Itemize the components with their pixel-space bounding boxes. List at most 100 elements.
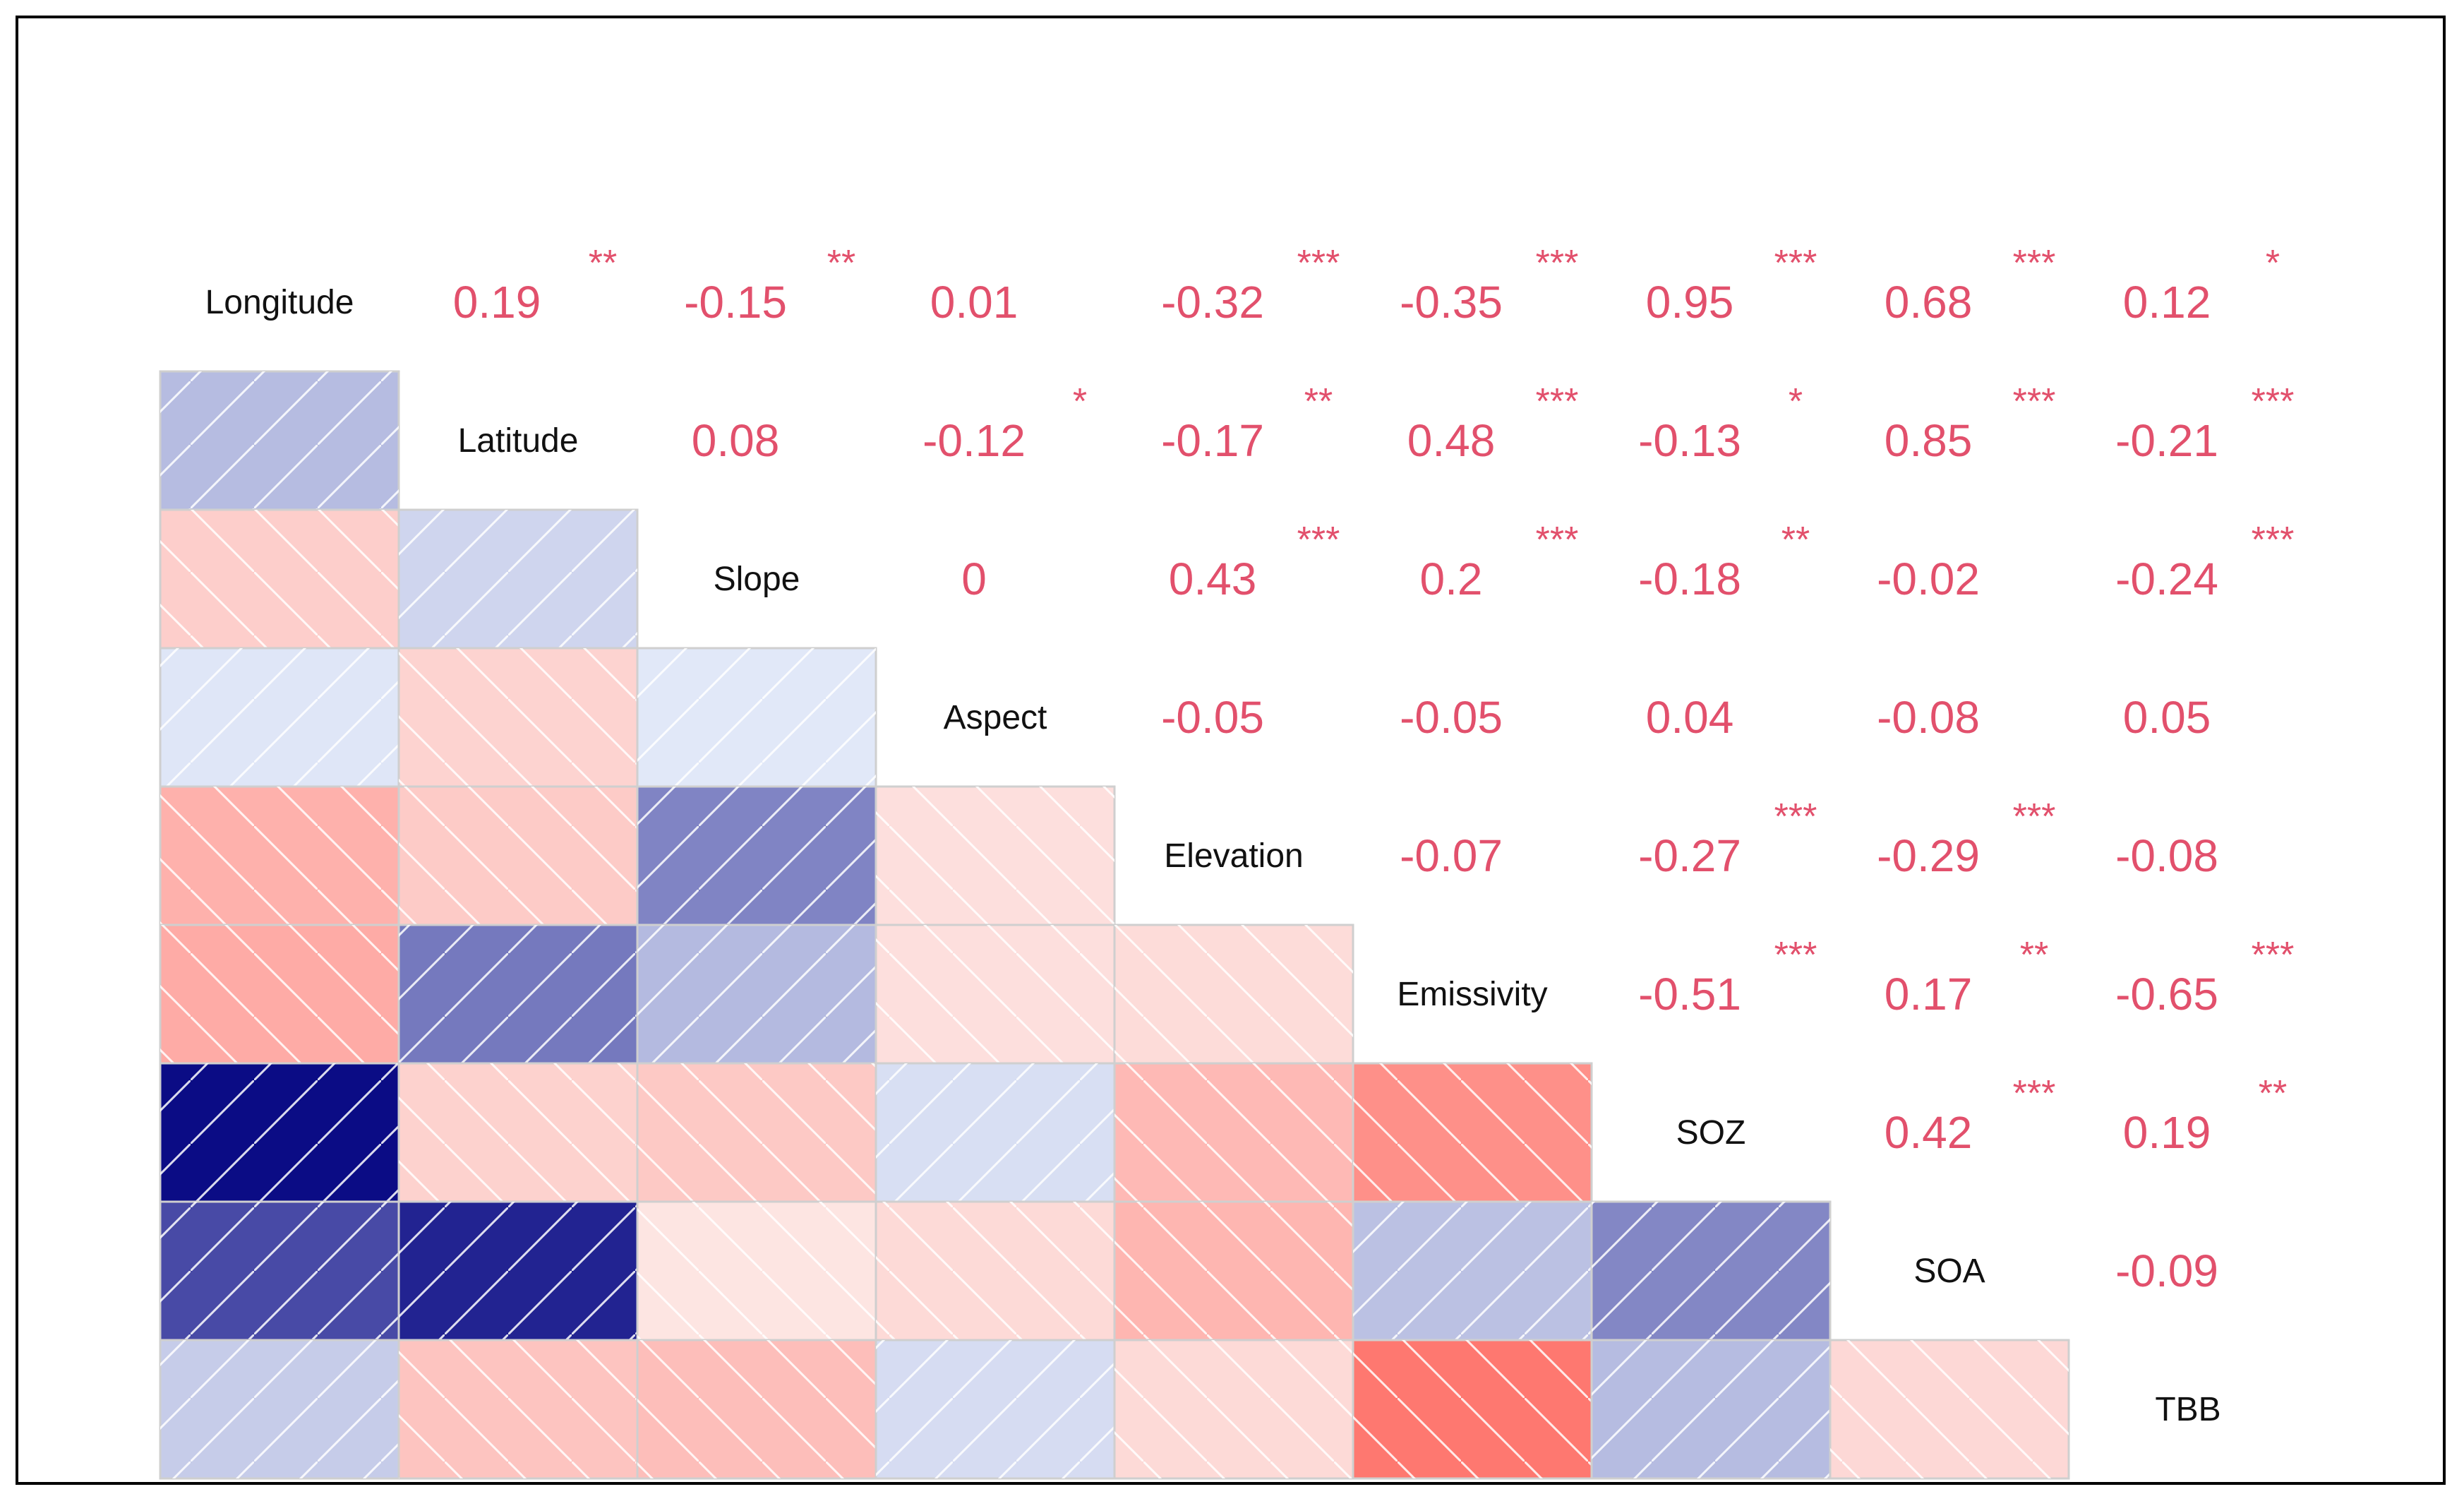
significance-emissivity-soa: ** [2020, 935, 2048, 976]
tile-latitude-longitude [159, 370, 400, 511]
variable-label-emissivity: Emissivity [1397, 976, 1547, 1013]
corr-value-soz-tbb: 0.19 [2123, 1107, 2211, 1158]
corr-value-longitude-elevation: -0.32 [1161, 277, 1264, 328]
tile-tbb-slope [636, 1339, 877, 1480]
significance-longitude-soa: *** [2013, 243, 2056, 284]
variable-label-slope: Slope [714, 561, 800, 598]
significance-slope-emissivity: *** [1536, 520, 1579, 561]
corr-value-slope-aspect: 0 [961, 554, 987, 604]
tile-slope-latitude [397, 508, 639, 650]
tile-aspect-longitude [159, 647, 400, 788]
tile-soa-elevation [1113, 1200, 1354, 1341]
corr-value-aspect-emissivity: -0.05 [1400, 692, 1503, 743]
corr-value-soa-tbb: -0.09 [2115, 1245, 2218, 1296]
tile-soz-elevation [1113, 1062, 1354, 1203]
corr-value-aspect-soz: 0.04 [1646, 692, 1734, 743]
tile-elevation-aspect [875, 785, 1116, 926]
tile-soa-emissivity [1352, 1200, 1593, 1341]
significance-slope-tbb: *** [2252, 520, 2295, 561]
significance-longitude-latitude: ** [589, 243, 617, 284]
tile-soz-latitude [397, 1062, 639, 1203]
tile-emissivity-longitude [159, 924, 400, 1065]
tile-emissivity-elevation [1113, 924, 1354, 1065]
significance-elevation-soz: *** [1774, 796, 1817, 837]
corr-value-longitude-soa: 0.68 [1885, 277, 1973, 328]
tile-emissivity-latitude [397, 924, 639, 1065]
corr-value-latitude-elevation: -0.17 [1161, 415, 1264, 466]
tile-soa-slope [636, 1200, 877, 1341]
tile-soa-soz [1590, 1200, 1832, 1341]
corr-value-longitude-soz: 0.95 [1646, 277, 1734, 328]
tile-tbb-soz [1590, 1339, 1832, 1480]
corr-value-latitude-soz: -0.13 [1638, 415, 1741, 466]
tile-tbb-emissivity [1352, 1339, 1593, 1480]
significance-soz-tbb: ** [2259, 1073, 2287, 1114]
corr-value-aspect-elevation: -0.05 [1161, 692, 1264, 743]
corr-value-aspect-soa: -0.08 [1877, 692, 1980, 743]
corr-value-slope-tbb: -0.24 [2115, 554, 2218, 604]
variable-label-soa: SOA [1913, 1253, 1985, 1290]
variable-labels: Longitude Latitude Slope Aspect Elevation Emi… [205, 284, 2221, 1428]
corr-value-elevation-soz: -0.27 [1638, 830, 1741, 881]
tile-tbb-soa [1829, 1339, 2070, 1480]
significance-latitude-aspect: * [1073, 381, 1087, 422]
tile-aspect-slope [636, 647, 877, 788]
tile-elevation-latitude [397, 785, 639, 926]
significance-latitude-tbb: *** [2252, 381, 2295, 422]
significance-longitude-soz: *** [1774, 243, 1817, 284]
significance-elevation-soa: *** [2013, 796, 2056, 837]
corr-value-latitude-soa: 0.85 [1885, 415, 1973, 466]
tile-soz-emissivity [1352, 1062, 1593, 1203]
tile-soz-longitude [159, 1062, 400, 1203]
significance-soz-soa: *** [2013, 1073, 2056, 1114]
variable-label-aspect: Aspect [944, 699, 1047, 736]
significance-longitude-elevation: *** [1297, 243, 1340, 284]
corr-value-latitude-tbb: -0.21 [2115, 415, 2218, 466]
significance-latitude-elevation: ** [1304, 381, 1333, 422]
significance-emissivity-tbb: *** [2252, 935, 2295, 976]
corr-value-elevation-soa: -0.29 [1877, 830, 1980, 881]
tile-soz-slope [636, 1062, 877, 1203]
tile-tbb-longitude [159, 1339, 400, 1480]
corr-value-slope-elevation: 0.43 [1169, 554, 1257, 604]
tile-slope-longitude [159, 508, 400, 650]
tile-elevation-slope [636, 785, 877, 926]
corr-value-longitude-slope: -0.15 [684, 277, 787, 328]
significance-longitude-tbb: * [2266, 243, 2280, 284]
corr-value-longitude-aspect: 0.01 [930, 277, 1018, 328]
variable-label-tbb: TBB [2155, 1391, 2220, 1428]
variable-label-longitude: Longitude [205, 284, 354, 321]
significance-longitude-slope: ** [827, 243, 855, 284]
significance-longitude-emissivity: *** [1536, 243, 1579, 284]
corr-value-slope-soa: -0.02 [1877, 554, 1980, 604]
corr-value-slope-emissivity: 0.2 [1420, 554, 1483, 604]
tile-tbb-aspect [875, 1339, 1116, 1480]
significance-emissivity-soz: *** [1774, 935, 1817, 976]
significance-slope-elevation: *** [1297, 520, 1340, 561]
corr-value-longitude-tbb: 0.12 [2123, 277, 2211, 328]
corr-value-elevation-emissivity: -0.07 [1400, 830, 1503, 881]
significance-latitude-soa: *** [2013, 381, 2056, 422]
corr-value-latitude-emissivity: 0.48 [1407, 415, 1496, 466]
corr-value-emissivity-tbb: -0.65 [2115, 969, 2218, 1020]
corr-value-slope-soz: -0.18 [1638, 554, 1741, 604]
significance-latitude-emissivity: *** [1536, 381, 1579, 422]
tile-soa-aspect [875, 1200, 1116, 1341]
lower-triangle-tiles [159, 370, 2070, 1480]
corr-value-aspect-tbb: 0.05 [2123, 692, 2211, 743]
corr-value-longitude-latitude: 0.19 [453, 277, 541, 328]
corr-value-emissivity-soz: -0.51 [1638, 969, 1741, 1020]
variable-label-latitude: Latitude [458, 422, 579, 460]
upper-triangle-values: 0.19**-0.15**0.01 -0.32***-0.35***0.95***… [453, 243, 2295, 1296]
tile-emissivity-aspect [875, 924, 1116, 1065]
significance-latitude-soz: * [1789, 381, 1803, 422]
corr-value-soz-soa: 0.42 [1885, 1107, 1973, 1158]
corr-value-elevation-tbb: -0.08 [2115, 830, 2218, 881]
tile-tbb-elevation [1113, 1339, 1354, 1480]
tile-soa-longitude [159, 1200, 400, 1341]
tile-soz-aspect [875, 1062, 1116, 1203]
corr-value-latitude-aspect: -0.12 [923, 415, 1026, 466]
corr-value-emissivity-soa: 0.17 [1885, 969, 1973, 1020]
corr-value-longitude-emissivity: -0.35 [1400, 277, 1503, 328]
